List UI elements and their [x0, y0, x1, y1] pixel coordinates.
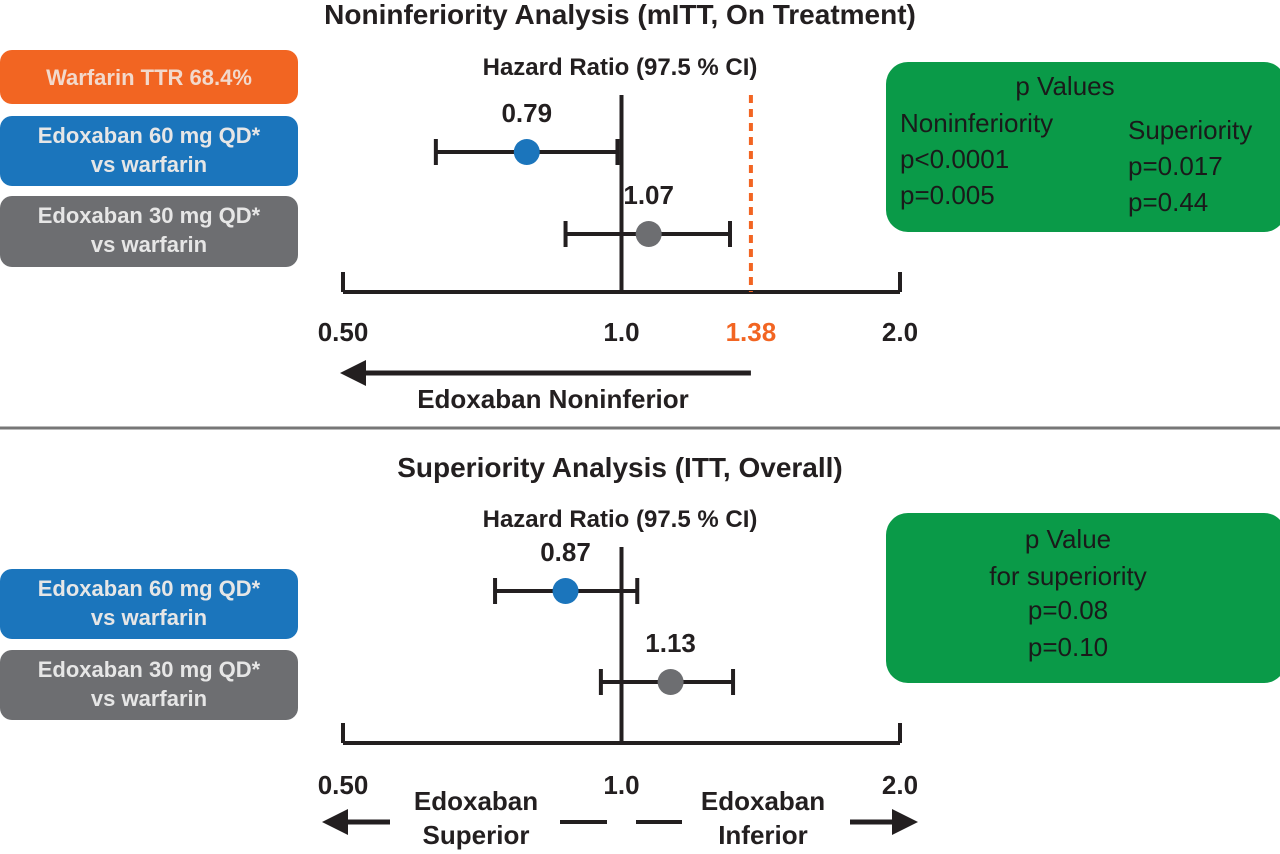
x-tick-label: 1.0	[603, 317, 640, 348]
x-tick-label: 2.0	[881, 317, 919, 348]
p-column-name: Superiority	[1128, 115, 1253, 145]
p-value: p=0.10	[1027, 632, 1109, 663]
p-value: p=0.08	[1027, 595, 1109, 626]
arrow-head	[322, 809, 348, 835]
legend-label: Edoxaban 60 mg QD* vs warfarin	[37, 576, 261, 630]
annotation: Edoxaban Inferior	[700, 786, 826, 850]
note-box	[0, 50, 298, 104]
x-tick-label: 0.50	[317, 317, 369, 348]
p-box	[886, 62, 1280, 232]
p-title: p Values	[1015, 71, 1115, 102]
data-label: 0.79	[501, 98, 553, 129]
point	[635, 221, 662, 247]
legend-label: Edoxaban 30 mg QD* vs warfarin	[37, 657, 261, 711]
p-value: p=0.017	[1128, 151, 1223, 181]
legend-box	[0, 196, 298, 267]
legend-label: Edoxaban 30 mg QD* vs warfarin	[37, 203, 261, 257]
note-text: Warfarin TTR 68.4%	[46, 65, 252, 90]
reference-label: 1.38	[725, 317, 777, 348]
legend-label: Edoxaban 60 mg QD* vs warfarin	[37, 123, 261, 177]
p-value: p=0.44	[1128, 187, 1209, 217]
x-tick-label: 1.0	[603, 770, 640, 801]
axis-title: Hazard Ratio (97.5 % CI)	[482, 54, 758, 82]
point	[513, 139, 540, 165]
p-box	[886, 513, 1280, 683]
panel-title: Noninferiority Analysis (mITT, On Treatm…	[324, 0, 916, 30]
arrow-head	[340, 360, 366, 386]
p-title: p Value	[1024, 524, 1112, 555]
p-subtitle: for superiority	[989, 561, 1147, 592]
legend-box	[0, 569, 298, 639]
p-value: p=0.005	[900, 180, 995, 210]
x-tick-label: 0.50	[317, 770, 369, 801]
arrow-head	[892, 809, 918, 835]
panel-title: Superiority Analysis (ITT, Overall)	[397, 451, 843, 483]
point	[552, 578, 579, 604]
annotation: Edoxaban Superior	[413, 786, 539, 850]
data-label: 1.13	[645, 628, 696, 659]
data-label: 0.87	[540, 537, 591, 568]
legend-box	[0, 116, 298, 186]
p-value: p<0.0001	[900, 144, 1010, 174]
annotation: Edoxaban Noninferior	[417, 384, 689, 415]
axis-title: Hazard Ratio (97.5 % CI)	[482, 506, 758, 534]
legend-box	[0, 650, 298, 720]
p-column-name: Noninferiority	[900, 108, 1054, 138]
point	[657, 669, 684, 695]
data-label: 1.07	[623, 180, 674, 211]
x-tick-label: 2.0	[881, 770, 919, 801]
